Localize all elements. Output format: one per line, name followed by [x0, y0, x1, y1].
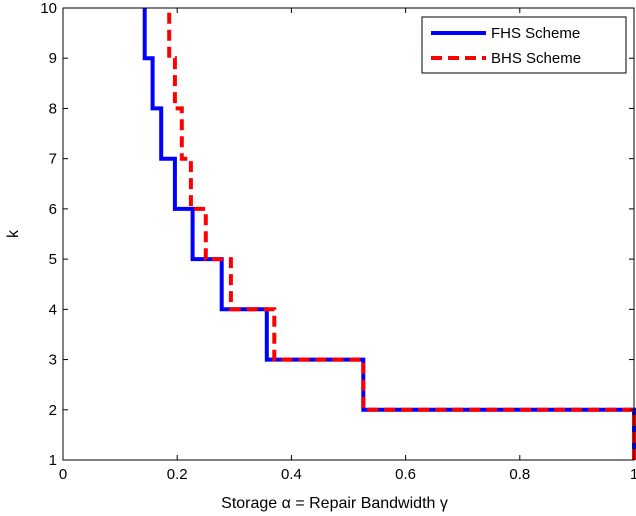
legend-box: [421, 16, 627, 74]
y-tick-label: 10: [40, 0, 57, 17]
legend: FHS Scheme BHS Scheme: [421, 16, 627, 74]
legend-label-bhs: BHS Scheme: [491, 50, 581, 67]
x-tick-label: 0: [59, 466, 67, 483]
y-tick-label: 4: [49, 301, 57, 318]
x-tick-label: 0.6: [395, 466, 416, 483]
x-axis-label: Storage α = Repair Bandwidth γ: [221, 495, 448, 512]
y-tick-label: 8: [49, 100, 57, 117]
y-tick-label: 1: [49, 452, 57, 469]
legend-label-fhs: FHS Scheme: [491, 25, 580, 42]
x-tick-label: 0.4: [281, 466, 302, 483]
y-tick-label: 5: [49, 251, 57, 268]
x-tick-label: 0.8: [509, 466, 530, 483]
y-tick-label: 2: [49, 402, 57, 419]
series-layer: [142, 8, 636, 460]
plot-frame: [62, 7, 635, 461]
y-axis-label: k: [5, 229, 22, 238]
y-tick-label: 9: [49, 50, 57, 67]
y-tick-label: 7: [49, 151, 57, 168]
y-tick-label: 3: [49, 352, 57, 369]
series-line-bhs: [167, 8, 636, 460]
tick-layer: 0 0.2 0.4 0.6 0.8 1 1 2 3 4 5 6 7 8 9 10: [40, 0, 636, 483]
y-tick-label: 6: [49, 201, 57, 218]
x-tick-label: 1: [630, 466, 636, 483]
x-tick-label: 0.2: [167, 466, 188, 483]
